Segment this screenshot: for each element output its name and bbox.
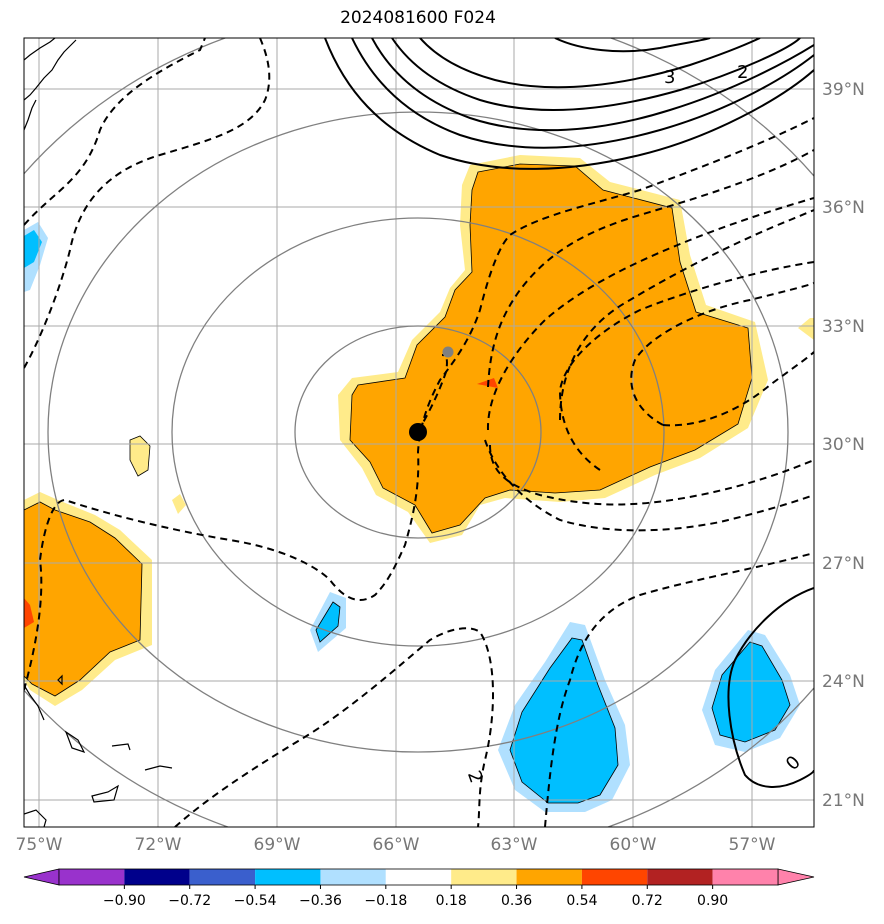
latitude-labels: 39°N 36°N 33°N 30°N 27°N 24°N 21°N [822,80,865,811]
colorbar-cell [581,869,648,885]
colorbar: −0.90 −0.72 −0.54 −0.36 −0.18 0.18 0.36 0.54 0.7… [23,868,815,909]
colorbar-tick-label: −0.54 [234,893,277,909]
lat-label: 21°N [822,791,865,811]
lat-label: 27°N [822,554,865,574]
colorbar-tick-label: 0.72 [632,893,663,909]
contour-label: 3 [664,67,675,88]
colorbar-cell [451,869,517,885]
graticule [24,38,814,827]
colorbar-cell [189,869,256,885]
lat-label: 30°N [822,435,865,455]
storm-track [417,354,448,433]
lat-label: 24°N [822,672,865,692]
colorbar-tick-label: 0.54 [566,893,597,909]
lon-label: 72°W [135,835,182,855]
storm-center-marker [409,423,427,441]
colorbar-tick-label: 0.18 [436,893,467,909]
colorbar-cell [255,869,321,885]
contour-label: 2 [737,62,748,83]
lon-label: 75°W [16,835,63,855]
lon-label: 69°W [254,835,301,855]
colorbar-cell [59,869,125,885]
colorbar-cell [385,869,452,885]
solid-contours [324,38,814,788]
colorbar-tick-label: 0.90 [697,893,728,909]
positive-anomaly-fill [24,155,814,706]
longitude-labels: 75°W 72°W 69°W 66°W 63°W 60°W 57°W [16,835,776,855]
lat-label: 39°N [822,80,865,100]
colorbar-cell [647,869,713,885]
colorbar-cell [124,869,190,885]
map-frame [23,37,815,828]
colorbar-frame [58,868,779,886]
lon-label: 63°W [491,835,538,855]
map-title: 2024081600 F024 [340,8,496,28]
lon-label: 60°W [610,835,657,855]
colorbar-tick-label: −0.90 [103,893,146,909]
lon-label: 66°W [373,835,420,855]
colorbar-tick-label: −0.18 [364,893,407,909]
colorbar-cell [320,869,386,885]
lat-label: 36°N [822,198,865,218]
colorbar-tick-label: −0.72 [168,893,211,909]
colorbar-tick-label: −0.36 [299,893,342,909]
previous-position-marker [442,346,454,358]
lat-label: 33°N [822,317,865,337]
coastline [24,38,173,827]
dashed-contours [24,38,814,827]
colorbar-extend-max [777,868,815,886]
colorbar-cell [516,869,582,885]
colorbar-extend-min [23,868,60,886]
lon-label: 57°W [729,835,776,855]
colorbar-cell [712,869,778,885]
colorbar-tick-label: 0.36 [501,893,532,909]
